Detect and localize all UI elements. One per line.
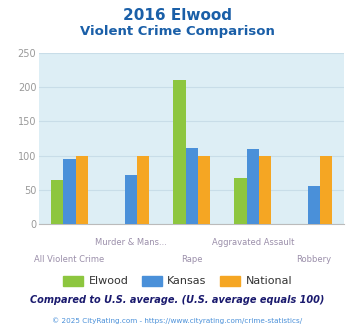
Bar (51, 180, 64, 224)
Bar (198, 156, 210, 224)
Text: Compared to U.S. average. (U.S. average equals 100): Compared to U.S. average. (U.S. average … (30, 295, 325, 305)
Text: Murder & Mans...: Murder & Mans... (95, 238, 166, 247)
Bar (259, 156, 271, 224)
Text: All Violent Crime: All Violent Crime (34, 255, 105, 264)
Legend: Elwood, Kansas, National: Elwood, Kansas, National (59, 271, 296, 291)
Bar (320, 156, 332, 224)
Text: Robbery: Robbery (296, 255, 331, 264)
Bar (186, 148, 198, 224)
Bar (247, 149, 259, 224)
Bar (64, 159, 76, 224)
Bar (234, 178, 247, 224)
Bar (137, 156, 149, 224)
Text: Violent Crime Comparison: Violent Crime Comparison (80, 25, 275, 38)
Bar (125, 175, 137, 224)
Bar (308, 186, 320, 224)
Text: 2016 Elwood: 2016 Elwood (123, 8, 232, 23)
Bar (173, 80, 186, 224)
Text: © 2025 CityRating.com - https://www.cityrating.com/crime-statistics/: © 2025 CityRating.com - https://www.city… (53, 317, 302, 324)
Bar (76, 156, 88, 224)
Text: Rape: Rape (181, 255, 202, 264)
Text: Aggravated Assault: Aggravated Assault (212, 238, 294, 247)
